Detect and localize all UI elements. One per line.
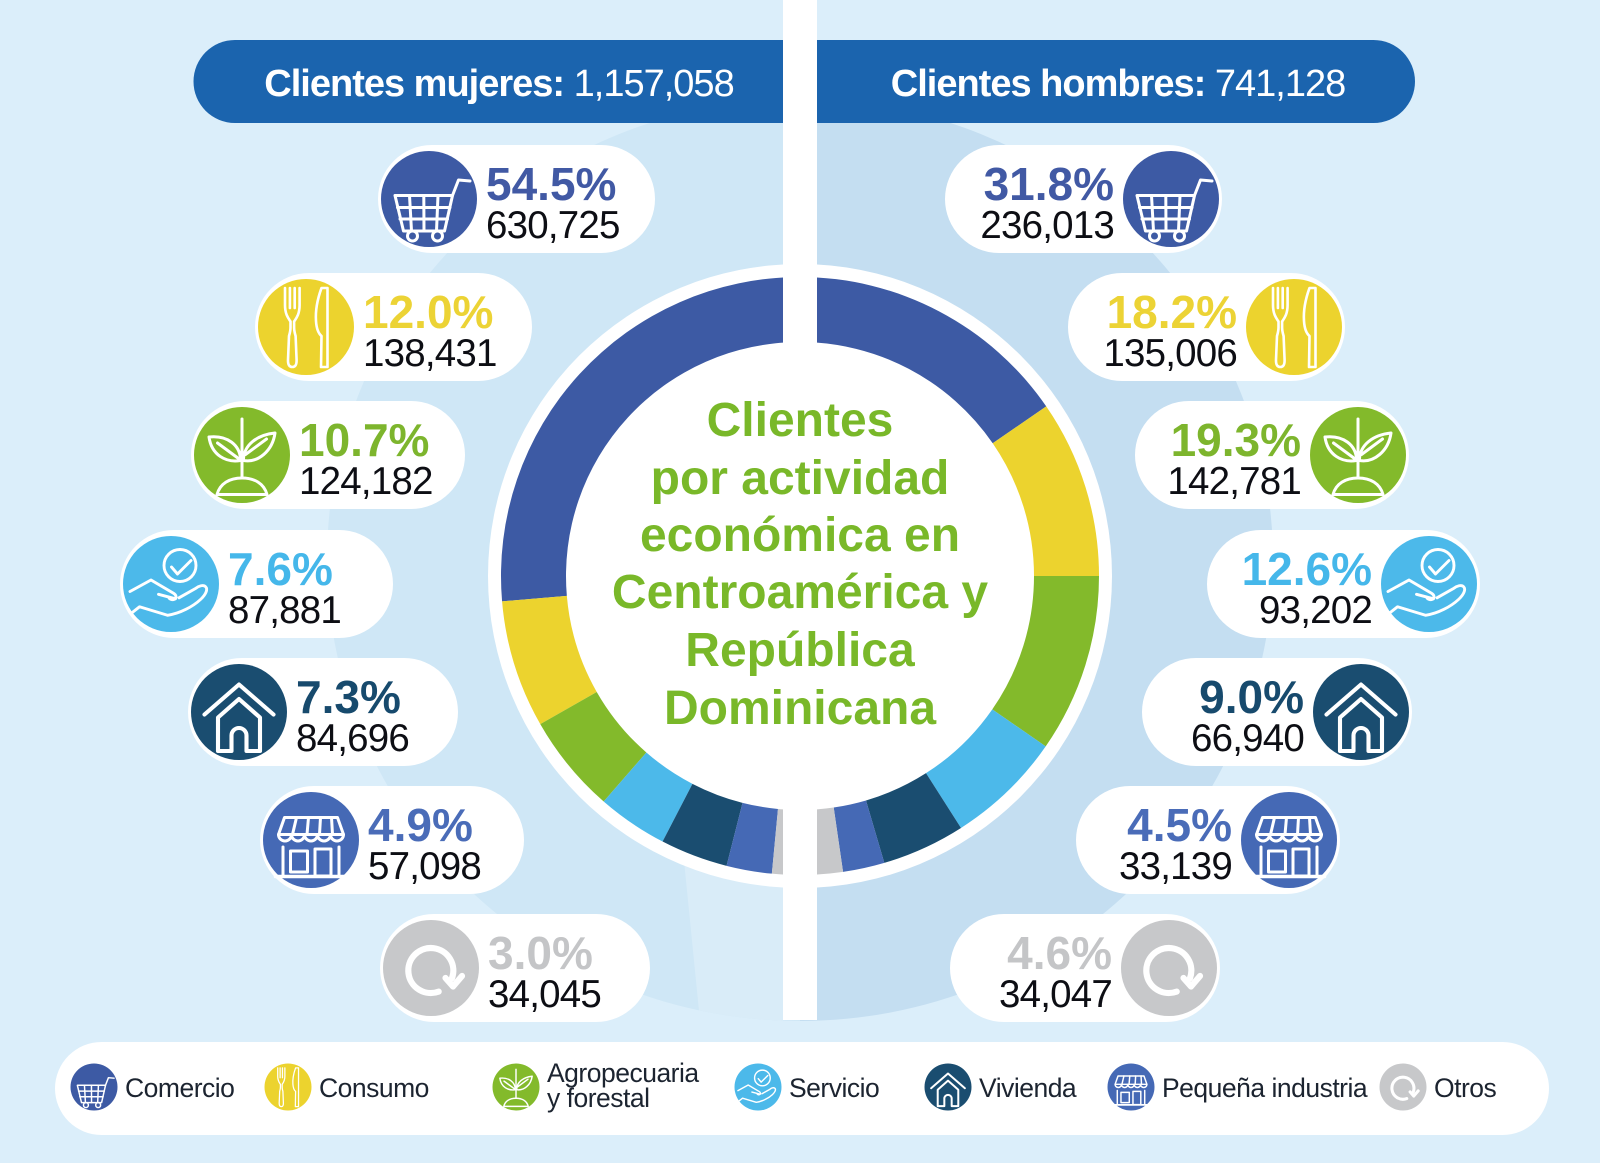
svg-text:Consumo: Consumo bbox=[319, 1073, 429, 1103]
svg-text:República: República bbox=[685, 624, 915, 677]
svg-text:4.9%: 4.9% bbox=[368, 799, 473, 851]
svg-text:630,725: 630,725 bbox=[486, 204, 620, 247]
svg-text:y forestal: y forestal bbox=[547, 1083, 650, 1113]
svg-text:12.0%: 12.0% bbox=[363, 286, 493, 338]
svg-text:34,047: 34,047 bbox=[999, 973, 1112, 1016]
svg-text:4.6%: 4.6% bbox=[1007, 927, 1112, 979]
svg-text:Vivienda: Vivienda bbox=[979, 1073, 1077, 1103]
svg-text:19.3%: 19.3% bbox=[1171, 414, 1301, 466]
svg-text:Agropecuaria: Agropecuaria bbox=[547, 1058, 699, 1088]
svg-text:7.3%: 7.3% bbox=[296, 671, 401, 723]
svg-text:33,139: 33,139 bbox=[1119, 845, 1232, 888]
svg-text:Servicio: Servicio bbox=[789, 1073, 879, 1103]
svg-text:3.0%: 3.0% bbox=[488, 927, 593, 979]
svg-text:236,013: 236,013 bbox=[980, 204, 1114, 247]
svg-text:Clientes: Clientes bbox=[707, 394, 894, 447]
svg-text:84,696: 84,696 bbox=[296, 717, 409, 760]
svg-text:Clientes mujeres: 1,157,058: Clientes mujeres: 1,157,058 bbox=[264, 63, 733, 105]
svg-text:Otros: Otros bbox=[1434, 1073, 1497, 1103]
svg-text:económica en: económica en bbox=[640, 509, 960, 562]
svg-text:12.6%: 12.6% bbox=[1242, 543, 1372, 595]
svg-text:124,182: 124,182 bbox=[299, 460, 433, 503]
svg-text:87,881: 87,881 bbox=[228, 589, 341, 632]
svg-text:18.2%: 18.2% bbox=[1107, 286, 1237, 338]
svg-text:54.5%: 54.5% bbox=[486, 158, 616, 210]
svg-text:Centroamérica y: Centroamérica y bbox=[612, 566, 988, 619]
svg-text:138,431: 138,431 bbox=[363, 332, 497, 375]
svg-text:4.5%: 4.5% bbox=[1127, 799, 1232, 851]
svg-text:Dominicana: Dominicana bbox=[664, 682, 936, 735]
svg-text:9.0%: 9.0% bbox=[1199, 671, 1304, 723]
svg-text:142,781: 142,781 bbox=[1167, 460, 1301, 503]
svg-text:93,202: 93,202 bbox=[1259, 589, 1372, 632]
svg-text:por actividad: por actividad bbox=[651, 452, 950, 505]
svg-text:7.6%: 7.6% bbox=[228, 543, 333, 595]
svg-text:57,098: 57,098 bbox=[368, 845, 481, 888]
svg-text:34,045: 34,045 bbox=[488, 973, 601, 1016]
svg-text:Clientes hombres: 741,128: Clientes hombres: 741,128 bbox=[891, 63, 1345, 105]
svg-text:31.8%: 31.8% bbox=[984, 158, 1114, 210]
svg-text:10.7%: 10.7% bbox=[299, 414, 429, 466]
svg-text:66,940: 66,940 bbox=[1191, 717, 1304, 760]
svg-text:Comercio: Comercio bbox=[125, 1073, 234, 1103]
svg-text:135,006: 135,006 bbox=[1103, 332, 1237, 375]
svg-text:Pequeña industria: Pequeña industria bbox=[1162, 1073, 1368, 1103]
